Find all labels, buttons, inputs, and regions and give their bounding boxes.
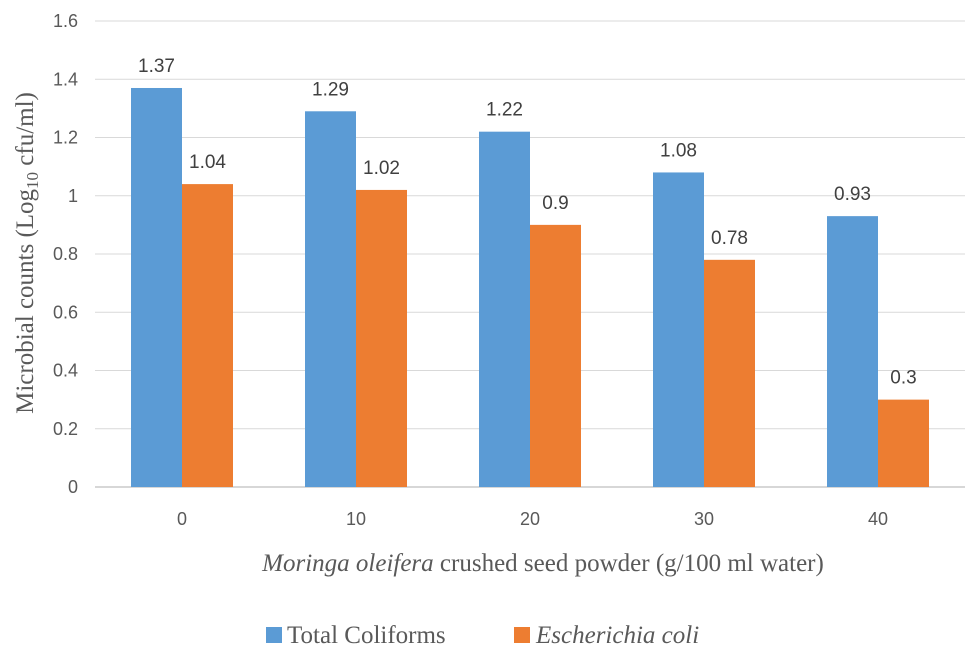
data-label: 1.22 — [486, 100, 523, 121]
data-label: 0.78 — [711, 228, 748, 249]
bar-total-coliforms-30 — [653, 172, 704, 487]
bar-escherichia-coli-10 — [356, 189, 407, 488]
bar-escherichia-coli-0 — [182, 184, 233, 487]
y-tick-label: 1.4 — [53, 69, 78, 89]
y-tick-label: 0.4 — [53, 361, 78, 381]
legend: Total Coliforms Escherichia coli — [266, 622, 699, 648]
y-tick-label: 0.6 — [53, 302, 78, 322]
bar-total-coliforms-0 — [131, 87, 182, 488]
y-tick-label: 0 — [68, 477, 78, 497]
y-axis-ticks: 0 0.2 0.4 0.6 0.8 1 1.2 1.4 1.6 — [53, 11, 78, 497]
data-label: 1.04 — [189, 152, 226, 173]
bar-total-coliforms-20 — [479, 131, 530, 488]
data-label: 1.08 — [660, 140, 697, 161]
x-tick-label: 0 — [177, 509, 187, 529]
data-label: 0.93 — [834, 184, 871, 205]
legend-label-total-coliforms: Total Coliforms — [287, 622, 446, 648]
x-tick-label: 20 — [520, 509, 540, 529]
legend-swatch-escherichia-coli — [514, 627, 530, 643]
x-axis-title: Moringa oleifera crushed seed powder (g/… — [261, 550, 824, 577]
data-label: 1.29 — [312, 79, 349, 100]
legend-label-escherichia-coli: Escherichia coli — [535, 622, 699, 648]
y-tick-label: 1 — [68, 186, 78, 206]
data-labels: 1.37 1.04 1.29 1.02 1.22 0.9 1.08 0.78 0.93 0.3 — [138, 56, 917, 389]
y-tick-label: 1.2 — [53, 128, 78, 148]
x-tick-label: 30 — [694, 509, 714, 529]
y-axis-title: Microbial counts (Log10 cfu/ml) — [12, 92, 42, 414]
data-label: 0.9 — [542, 193, 568, 214]
bar-total-coliforms-40 — [827, 216, 878, 487]
data-label: 1.37 — [138, 56, 175, 77]
x-axis-ticks: 0 10 20 30 40 — [177, 509, 888, 529]
y-tick-label: 0.8 — [53, 244, 78, 264]
data-label: 1.02 — [363, 158, 400, 179]
bars — [131, 87, 929, 488]
bar-total-coliforms-10 — [305, 111, 356, 487]
bar-escherichia-coli-40 — [878, 399, 929, 487]
bar-escherichia-coli-30 — [704, 259, 755, 487]
legend-swatch-total-coliforms — [266, 627, 282, 643]
data-label: 0.3 — [890, 368, 916, 389]
y-tick-label: 1.6 — [53, 11, 78, 31]
x-tick-label: 10 — [346, 509, 366, 529]
bar-escherichia-coli-20 — [530, 224, 581, 487]
y-tick-label: 0.2 — [53, 419, 78, 439]
x-tick-label: 40 — [868, 509, 888, 529]
